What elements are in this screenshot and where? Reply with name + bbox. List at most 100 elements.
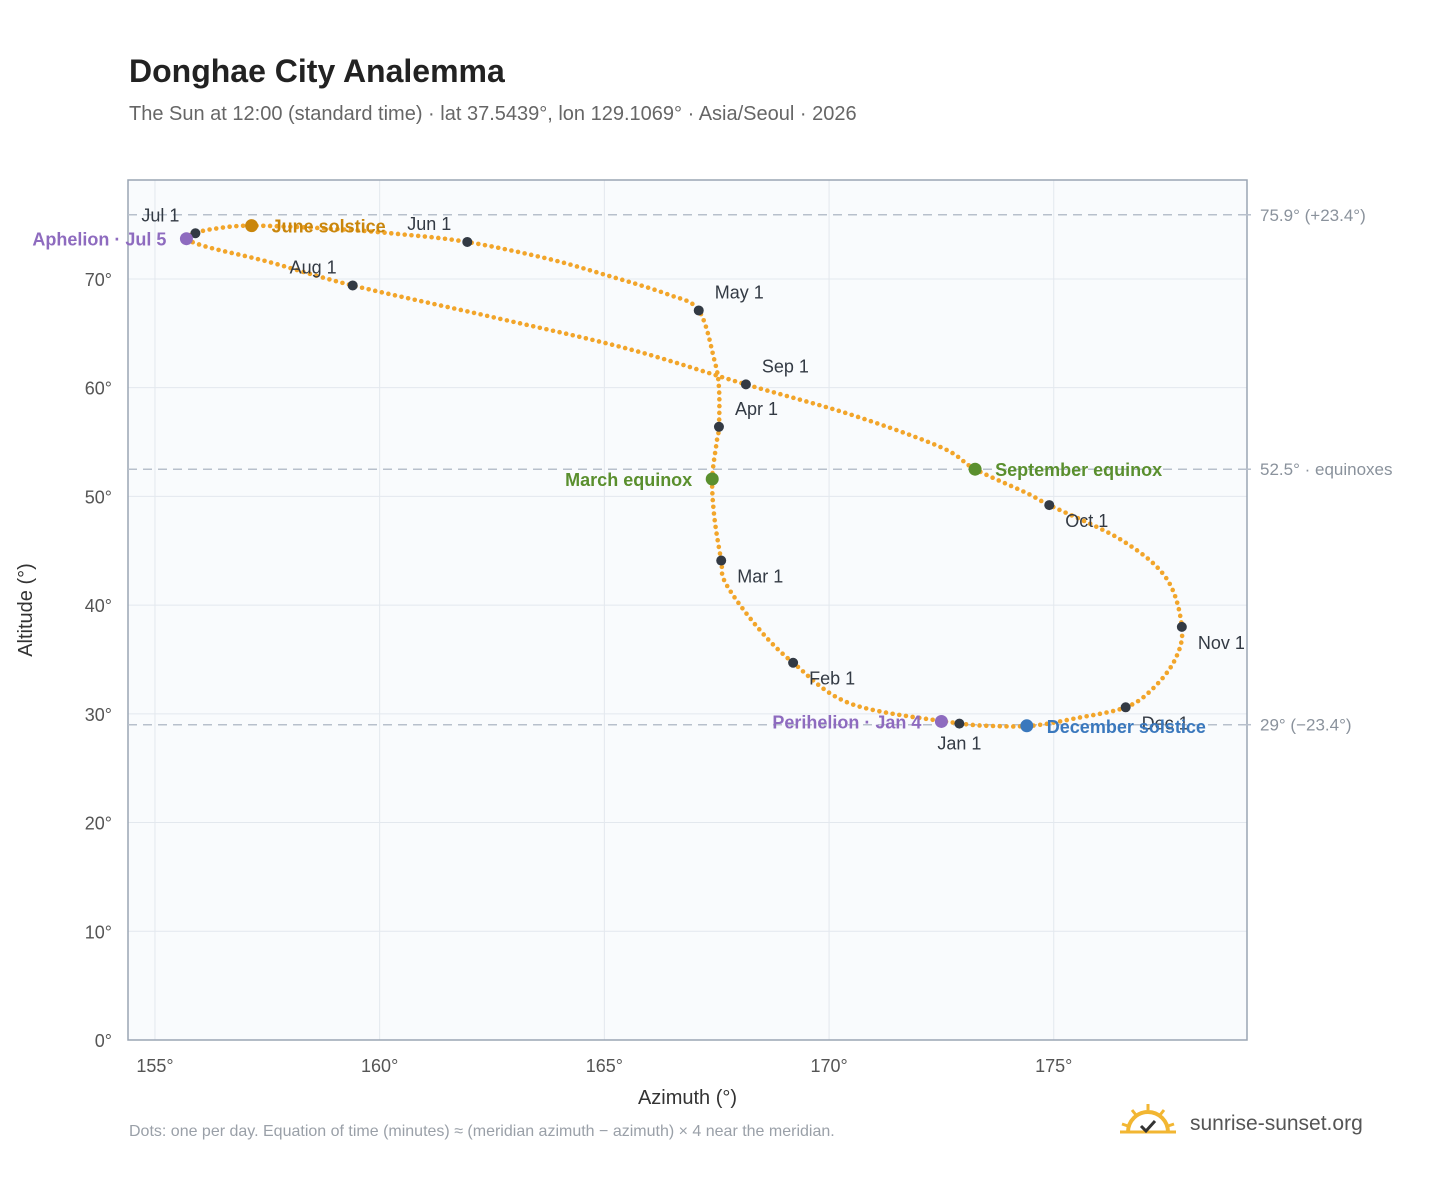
- daily-sun-dot: [255, 256, 261, 262]
- month-label: Mar 1: [737, 567, 783, 587]
- daily-sun-dot: [671, 294, 676, 299]
- daily-sun-dot: [196, 242, 202, 247]
- month-marker: [716, 555, 727, 566]
- daily-sun-dot: [301, 225, 307, 230]
- daily-sun-dot: [719, 571, 725, 576]
- daily-sun-dot: [804, 399, 809, 404]
- daily-sun-dot: [1178, 640, 1184, 645]
- daily-sun-dot: [220, 225, 226, 230]
- daily-sun-dot: [710, 464, 716, 469]
- month-label: Apr 1: [735, 399, 778, 419]
- daily-sun-dot: [1044, 721, 1050, 727]
- daily-sun-dot: [1004, 724, 1009, 729]
- daily-sun-dot: [451, 306, 457, 311]
- daily-sun-dot: [684, 298, 689, 303]
- daily-sun-dot: [590, 337, 595, 343]
- daily-sun-dot: [705, 330, 711, 336]
- daily-sun-dot: [1008, 483, 1014, 489]
- daily-sun-dot: [711, 357, 717, 362]
- daily-sun-dot: [823, 404, 829, 410]
- daily-sun-dot: [838, 697, 844, 702]
- daily-sun-dot: [1172, 593, 1178, 599]
- daily-sun-dot: [386, 291, 391, 297]
- daily-sun-dot: [600, 271, 606, 277]
- daily-sun-dot: [716, 417, 722, 422]
- daily-sun-dot: [930, 717, 935, 723]
- daily-sun-dot: [896, 712, 902, 718]
- daily-sun-dot: [765, 637, 771, 642]
- brand-logo[interactable]: sunrise-sunset.org: [1120, 1102, 1390, 1146]
- daily-sun-dot: [548, 257, 554, 262]
- daily-sun-dot: [594, 269, 599, 275]
- brand-name: sunrise-sunset.org: [1190, 1112, 1363, 1135]
- daily-sun-dot: [1063, 510, 1068, 515]
- event-marker: [934, 714, 948, 728]
- daily-sun-dot: [997, 723, 1003, 729]
- daily-sun-dot: [301, 269, 306, 275]
- daily-sun-dot: [502, 246, 508, 252]
- daily-sun-dot: [388, 231, 394, 236]
- x-axis-label: Azimuth (°): [638, 1087, 737, 1109]
- daily-sun-dot: [530, 324, 536, 329]
- daily-sun-dot: [1117, 536, 1123, 542]
- daily-sun-dot: [868, 418, 874, 424]
- daily-sun-dot: [1129, 702, 1135, 707]
- daily-sun-dot: [709, 484, 715, 489]
- month-label: Sep 1: [762, 356, 809, 376]
- daily-sun-dot: [874, 421, 880, 426]
- daily-sun-dot: [906, 432, 912, 437]
- daily-sun-dot: [1021, 489, 1026, 494]
- daily-sun-dot: [903, 713, 909, 719]
- daily-sun-dot: [1140, 552, 1145, 557]
- daily-sun-dot: [216, 247, 221, 253]
- daily-sun-dot: [442, 236, 448, 242]
- daily-sun-dot: [1106, 530, 1111, 535]
- daily-sun-dot: [550, 328, 556, 334]
- daily-sun-dot: [1134, 548, 1140, 553]
- daily-sun-dot: [648, 353, 654, 358]
- daily-sun-dot: [1174, 600, 1180, 605]
- daily-sun-dot: [711, 511, 717, 516]
- daily-sun-dot: [235, 252, 241, 257]
- month-marker: [1044, 500, 1055, 511]
- daily-sun-dot: [429, 234, 434, 240]
- daily-sun-dot: [770, 642, 776, 647]
- daily-sun-dot: [1170, 587, 1175, 593]
- daily-sun-dot: [616, 344, 621, 349]
- daily-sun-dot: [863, 706, 869, 711]
- daily-sun-dot: [583, 336, 589, 341]
- daily-sun-dot: [900, 430, 906, 435]
- sun-check-icon: [1120, 1104, 1176, 1134]
- daily-sun-dot: [780, 651, 785, 657]
- daily-sun-dot: [711, 504, 716, 510]
- month-marker: [954, 718, 965, 729]
- daily-sun-dot: [542, 255, 547, 261]
- daily-sun-dot: [700, 368, 706, 374]
- daily-sun-dot: [925, 439, 931, 445]
- daily-sun-dot: [950, 720, 956, 725]
- month-marker: [1176, 621, 1187, 632]
- daily-sun-dot: [778, 391, 783, 397]
- daily-sun-dot: [810, 678, 816, 683]
- daily-sun-dot: [368, 229, 374, 234]
- daily-sun-dot: [815, 682, 821, 688]
- daily-sun-dot: [288, 265, 293, 271]
- y-axis-label: Altitude (°): [15, 563, 37, 657]
- daily-sun-dot: [1135, 698, 1141, 704]
- event-label: June solstice: [272, 217, 386, 237]
- daily-sun-dot: [1071, 716, 1076, 722]
- daily-sun-dot: [375, 229, 381, 235]
- daily-sun-dot: [495, 245, 501, 251]
- daily-sun-dot: [713, 363, 719, 369]
- daily-sun-dot: [613, 275, 619, 281]
- daily-sun-dot: [717, 397, 722, 402]
- daily-sun-dot: [661, 356, 667, 362]
- daily-sun-dot: [990, 475, 995, 480]
- event-label: Perihelion · Jan 4: [772, 712, 921, 732]
- daily-sun-dot: [203, 244, 208, 249]
- daily-sun-dot: [736, 600, 741, 606]
- daily-sun-dot: [1010, 724, 1016, 729]
- daily-sun-dot: [711, 457, 717, 462]
- daily-sun-dot: [703, 324, 709, 329]
- daily-sun-dot: [1087, 521, 1093, 527]
